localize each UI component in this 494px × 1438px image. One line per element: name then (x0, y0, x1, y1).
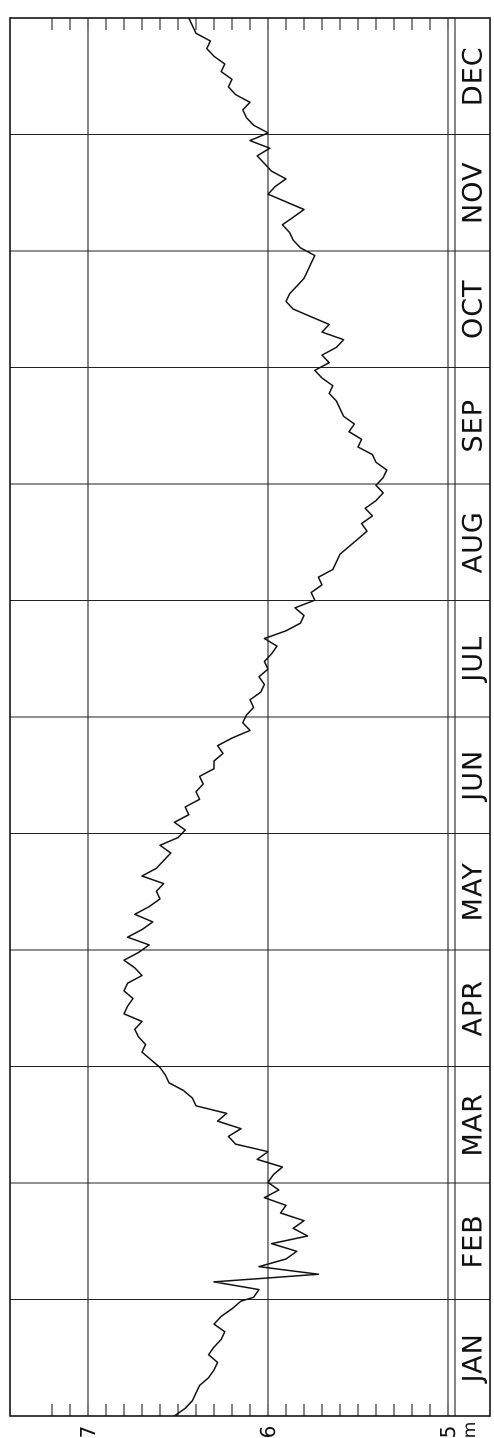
month-label: JUL (458, 636, 489, 684)
month-label: SEP (458, 399, 489, 452)
month-label: MAY (458, 862, 489, 921)
month-label: DEC (458, 46, 489, 106)
month-label: APR (458, 980, 489, 1037)
series-line (123, 17, 388, 1417)
y-tick-label: 7 (76, 1426, 100, 1438)
y-tick-label: 6 (256, 1426, 280, 1438)
month-label: MAR (458, 1093, 489, 1157)
grid-lines (10, 18, 490, 1416)
y-tick-label: 5 (436, 1426, 460, 1438)
month-label: OCT (458, 279, 489, 339)
y-unit-label: m (460, 1422, 480, 1438)
axis-ticks (51, 17, 490, 1417)
month-label: JUN (458, 750, 489, 803)
series-layer (123, 17, 388, 1417)
month-label: NOV (458, 162, 489, 224)
plot-frame (9, 17, 491, 1417)
month-label: JAN (458, 1333, 489, 1384)
month-label: FEB (458, 1214, 489, 1268)
labels-layer: JAN FEB MAR APR MAY JUN JUL AUG SEP OCT NOV DEC 5 6 7 m (76, 46, 489, 1438)
month-label: AUG (458, 511, 489, 573)
